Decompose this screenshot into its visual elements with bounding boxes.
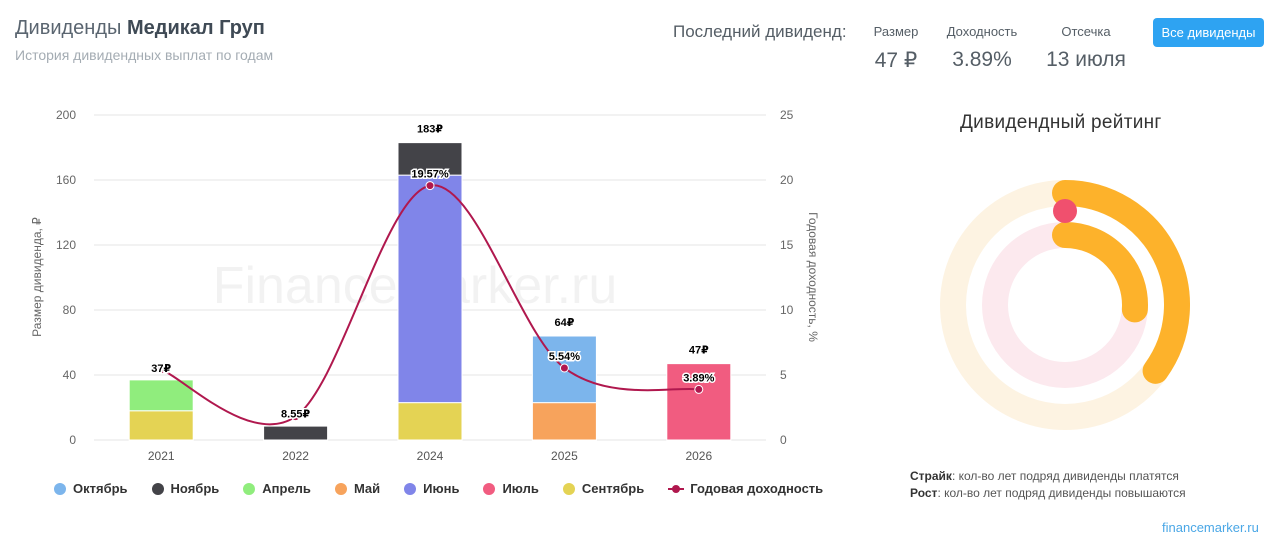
bar-total-label: 47₽ bbox=[689, 345, 709, 357]
y2-tick-label: 0 bbox=[780, 433, 787, 447]
yield-point bbox=[425, 181, 435, 191]
yield-point bbox=[291, 412, 301, 422]
strike-label: Страйк bbox=[910, 469, 952, 483]
legend-swatch-september bbox=[562, 482, 575, 495]
stat-yield-value: 3.89% bbox=[952, 48, 1012, 71]
legend-label-june: Июнь bbox=[423, 481, 460, 496]
stat-size: Размер 47 ₽ bbox=[866, 24, 926, 73]
legend-swatch-july bbox=[483, 482, 496, 495]
bar-total-label: 64₽ bbox=[554, 317, 574, 329]
legend-label-november: Ноябрь bbox=[170, 481, 220, 496]
legend-item-april[interactable]: Апрель bbox=[243, 481, 311, 496]
legend-item-june[interactable]: Июнь bbox=[404, 481, 459, 496]
dividend-chart: 040801201602000510152025FinanceMarker.ru… bbox=[30, 108, 820, 463]
y2-tick-label: 10 bbox=[780, 303, 794, 317]
bar-segment bbox=[666, 363, 732, 441]
bar-segment bbox=[397, 174, 463, 404]
x-tick-label: 2022 bbox=[282, 449, 309, 463]
rating-title: Дивидендный рейтинг bbox=[960, 112, 1162, 133]
bar-total-label: 8.55₽ bbox=[281, 409, 310, 421]
legend-item-may[interactable]: Май bbox=[334, 481, 381, 496]
legend-label-may: Май bbox=[353, 481, 381, 496]
growth-label: Рост bbox=[910, 486, 938, 500]
bar-segment bbox=[263, 425, 329, 441]
y-tick-label: 160 bbox=[56, 173, 76, 187]
legend-item-yield[interactable]: Годовая доходность bbox=[668, 481, 823, 496]
y-axis-title: Размер дивиденда, ₽ bbox=[30, 217, 44, 337]
page-title: Дивиденды Медикал Груп bbox=[15, 17, 265, 40]
growth-arc bbox=[1052, 222, 1148, 323]
stat-record-date: Отсечка 13 июля bbox=[1038, 24, 1134, 72]
legend-item-september[interactable]: Сентябрь bbox=[562, 481, 645, 496]
y-tick-label: 120 bbox=[56, 238, 76, 252]
bar-total-label: 37₽ bbox=[151, 363, 171, 375]
x-tick-label: 2021 bbox=[148, 449, 175, 463]
yield-data-label: 5.54% bbox=[549, 351, 580, 363]
stat-size-label: Размер bbox=[873, 24, 919, 39]
last-dividend-label: Последний дивиденд: bbox=[673, 22, 847, 41]
company-name: Медикал Груп bbox=[126, 17, 265, 39]
yield-point bbox=[559, 363, 569, 373]
chart-legend: Октябрь Ноябрь Апрель Май Июнь Июль Сент… bbox=[54, 481, 847, 496]
bar-segment bbox=[128, 410, 194, 441]
legend-swatch-november bbox=[151, 482, 164, 495]
rating-gauge bbox=[940, 180, 1190, 430]
yield-point bbox=[156, 365, 166, 375]
stat-yield-label: Доходность bbox=[946, 24, 1018, 39]
page-subtitle: История дивидендных выплат по годам bbox=[15, 47, 274, 63]
legend-label-october: Октябрь bbox=[73, 481, 128, 496]
bar-segment bbox=[128, 379, 194, 412]
all-dividends-button[interactable]: Все дивиденды bbox=[1153, 18, 1264, 47]
legend-label-july: Июль bbox=[502, 481, 539, 496]
growth-start-marker bbox=[1053, 199, 1077, 223]
bar-segment bbox=[531, 402, 597, 441]
bar-segment bbox=[397, 142, 463, 176]
strike-text: : кол-во лет подряд дивиденды платятся bbox=[951, 469, 1179, 483]
legend-swatch-may bbox=[334, 482, 347, 495]
y-tick-label: 80 bbox=[63, 303, 77, 317]
stat-yield: Доходность 3.89% bbox=[940, 24, 1024, 72]
yield-data-label: 3.89% bbox=[683, 372, 714, 384]
legend-item-october[interactable]: Октябрь bbox=[54, 481, 128, 496]
legend-item-july[interactable]: Июль bbox=[483, 481, 539, 496]
footer-link[interactable]: financemarker.ru bbox=[1162, 520, 1259, 535]
legend-swatch-yield bbox=[668, 483, 685, 495]
strike-note: Страйк: кол-во лет подряд дивиденды плат… bbox=[910, 469, 1179, 483]
yield-point bbox=[694, 384, 704, 394]
y2-tick-label: 15 bbox=[780, 238, 794, 252]
bar-total-label: 183₽ bbox=[417, 124, 443, 136]
y2-axis-title: Годовая доходность, % bbox=[806, 212, 820, 342]
growth-text: : кол-во лет подряд дивиденды повышаются bbox=[937, 486, 1186, 500]
y2-tick-label: 5 bbox=[780, 368, 787, 382]
x-tick-label: 2026 bbox=[685, 449, 712, 463]
legend-item-november[interactable]: Ноябрь bbox=[151, 481, 220, 496]
stat-size-value: 47 ₽ bbox=[874, 49, 918, 72]
bar-segment bbox=[397, 402, 463, 441]
growth-note: Рост: кол-во лет подряд дивиденды повыша… bbox=[910, 486, 1186, 500]
legend-label-april: Апрель bbox=[262, 481, 311, 496]
legend-swatch-april bbox=[243, 482, 256, 495]
x-tick-label: 2024 bbox=[417, 449, 444, 463]
stat-record-date-value: 13 июля bbox=[1046, 48, 1126, 71]
y-tick-label: 40 bbox=[63, 368, 77, 382]
legend-swatch-october bbox=[54, 482, 66, 495]
legend-swatch-june bbox=[404, 482, 417, 495]
y2-tick-label: 20 bbox=[780, 173, 794, 187]
yield-data-label: 19.57% bbox=[411, 169, 449, 181]
strike-arc bbox=[1052, 180, 1190, 384]
title-prefix: Дивиденды bbox=[15, 17, 122, 39]
legend-label-yield: Годовая доходность bbox=[690, 481, 824, 496]
stat-record-date-label: Отсечка bbox=[1061, 24, 1111, 39]
legend-label-september: Сентябрь bbox=[581, 481, 645, 496]
y-tick-label: 200 bbox=[56, 108, 76, 122]
y-tick-label: 0 bbox=[69, 433, 76, 447]
x-tick-label: 2025 bbox=[551, 449, 578, 463]
y2-tick-label: 25 bbox=[780, 108, 794, 122]
